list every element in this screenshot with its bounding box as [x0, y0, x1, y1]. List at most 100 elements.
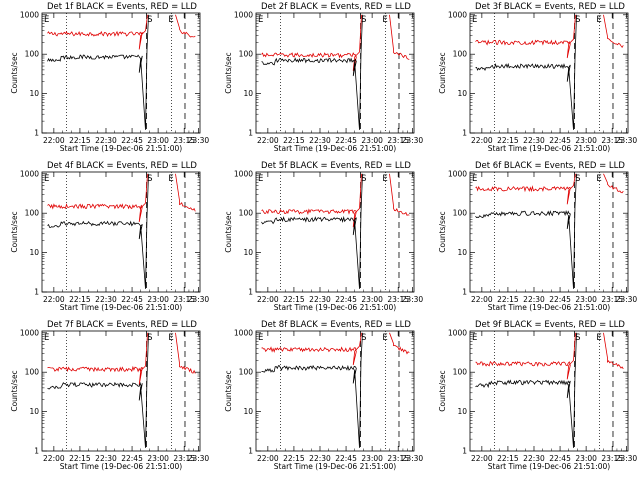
- x-tick-label: 22:00: [257, 295, 279, 304]
- marker-label-e: E: [472, 333, 477, 343]
- x-tick-label: 22:15: [283, 136, 305, 145]
- y-axis-label: Counts/sec: [10, 370, 19, 411]
- x-tick-label: 23:15: [173, 454, 195, 463]
- marker-label-s: S: [147, 333, 152, 343]
- x-tick-label: 22:00: [471, 454, 493, 463]
- x-tick-label: 23:00: [575, 454, 597, 463]
- y-tick-label: 1000: [234, 10, 253, 19]
- marker-label-e: E: [168, 15, 173, 25]
- x-tick-label: 22:00: [257, 136, 279, 145]
- x-tick-label: 22:30: [95, 136, 117, 145]
- x-tick-label: 23:15: [387, 295, 409, 304]
- plot-frame: [469, 171, 629, 293]
- y-axis-label: Counts/sec: [438, 211, 447, 252]
- x-tick-label: 22:45: [121, 454, 143, 463]
- x-tick-label: 22:30: [523, 136, 545, 145]
- x-tick-label: 22:30: [309, 136, 331, 145]
- x-tick-label: 23:15: [173, 136, 195, 145]
- panel-title: Det 7f BLACK = Events, RED = LLD: [47, 320, 197, 330]
- y-tick-label: 1000: [20, 328, 39, 337]
- x-tick-label: 23:00: [361, 454, 383, 463]
- panel-title: Det 4f BLACK = Events, RED = LLD: [47, 161, 197, 171]
- x-tick-label: 22:45: [121, 295, 143, 304]
- x-tick-label: 22:30: [95, 454, 117, 463]
- x-tick-label: 22:15: [497, 295, 519, 304]
- y-axis-label: Counts/sec: [224, 211, 233, 252]
- x-tick-label: 23:30: [188, 454, 210, 463]
- x-tick-label: 22:00: [471, 295, 493, 304]
- panel-1: Det 1f BLACK = Events, RED = LLD 1 10 100 10…: [10, 2, 209, 153]
- lld-series-line: [261, 173, 410, 228]
- marker-label-s: S: [361, 174, 366, 184]
- panel-5: Det 5f BLACK = Events, RED = LLD 1 10 100 10…: [224, 161, 423, 312]
- y-tick-label: 1000: [234, 328, 253, 337]
- lld-series-line: [261, 332, 410, 366]
- marker-label-e: E: [44, 333, 49, 343]
- marker-label-e: E: [258, 174, 263, 184]
- events-series-line: [47, 14, 149, 130]
- x-tick-label: 23:30: [188, 295, 210, 304]
- x-tick-label: 22:15: [283, 454, 305, 463]
- y-tick-label: 10: [457, 407, 467, 416]
- marker-label-e: E: [168, 333, 173, 343]
- y-tick-label: 100: [239, 209, 254, 218]
- x-tick-label: 23:15: [387, 454, 409, 463]
- x-axis-label: Start Time (19-Dec-06 21:51:00): [488, 144, 610, 153]
- lld-series-line: [47, 14, 196, 50]
- y-tick-label: 1000: [234, 169, 253, 178]
- x-tick-label: 22:15: [283, 295, 305, 304]
- x-tick-label: 23:00: [361, 295, 383, 304]
- plot-frame: [41, 330, 201, 452]
- y-tick-label: 10: [243, 89, 253, 98]
- lld-series-line: [47, 332, 196, 385]
- marker-label-e: E: [258, 15, 263, 25]
- panel-9: Det 9f BLACK = Events, RED = LLD 1 10 100 10…: [438, 320, 637, 471]
- x-tick-label: 23:30: [616, 454, 638, 463]
- lld-series-line: [475, 173, 624, 205]
- x-axis-label: Start Time (19-Dec-06 21:51:00): [274, 462, 396, 471]
- x-tick-label: 22:30: [309, 295, 331, 304]
- x-tick-label: 23:30: [188, 136, 210, 145]
- x-tick-label: 22:15: [69, 454, 91, 463]
- x-tick-label: 22:30: [523, 295, 545, 304]
- x-tick-label: 23:15: [387, 136, 409, 145]
- x-tick-label: 22:00: [257, 454, 279, 463]
- x-tick-label: 22:45: [549, 295, 571, 304]
- marker-label-s: S: [147, 174, 152, 184]
- x-tick-label: 22:30: [95, 295, 117, 304]
- x-tick-label: 22:45: [549, 136, 571, 145]
- y-tick-label: 1000: [448, 328, 467, 337]
- x-tick-label: 23:00: [361, 136, 383, 145]
- x-tick-label: 22:00: [471, 136, 493, 145]
- marker-label-s: S: [147, 15, 152, 25]
- y-tick-label: 100: [453, 368, 468, 377]
- x-axis-label: Start Time (19-Dec-06 21:51:00): [488, 462, 610, 471]
- y-tick-label: 1: [34, 288, 39, 297]
- marker-label-e: E: [596, 15, 601, 25]
- y-tick-label: 100: [25, 368, 40, 377]
- x-tick-label: 22:30: [309, 454, 331, 463]
- y-tick-label: 10: [29, 89, 39, 98]
- panel-6: Det 6f BLACK = Events, RED = LLD 1 10 100 10…: [438, 161, 637, 312]
- marker-label-s: S: [575, 174, 580, 184]
- x-tick-label: 23:00: [575, 136, 597, 145]
- panel-title: Det 1f BLACK = Events, RED = LLD: [47, 2, 197, 12]
- plot-frame: [255, 330, 415, 452]
- y-axis-label: Counts/sec: [438, 370, 447, 411]
- x-tick-label: 23:30: [616, 295, 638, 304]
- events-series-line: [47, 173, 149, 289]
- x-tick-label: 23:00: [147, 295, 169, 304]
- plot-frame: [41, 171, 201, 293]
- x-tick-label: 22:00: [43, 136, 65, 145]
- y-tick-label: 1000: [448, 169, 467, 178]
- x-tick-label: 23:15: [601, 454, 623, 463]
- marker-label-e: E: [382, 15, 387, 25]
- y-tick-label: 1: [248, 447, 253, 456]
- events-series-line: [47, 332, 149, 448]
- y-tick-label: 1: [34, 447, 39, 456]
- marker-label-s: S: [575, 333, 580, 343]
- y-tick-label: 10: [29, 248, 39, 257]
- marker-label-e: E: [258, 333, 263, 343]
- x-axis-label: Start Time (19-Dec-06 21:51:00): [274, 303, 396, 312]
